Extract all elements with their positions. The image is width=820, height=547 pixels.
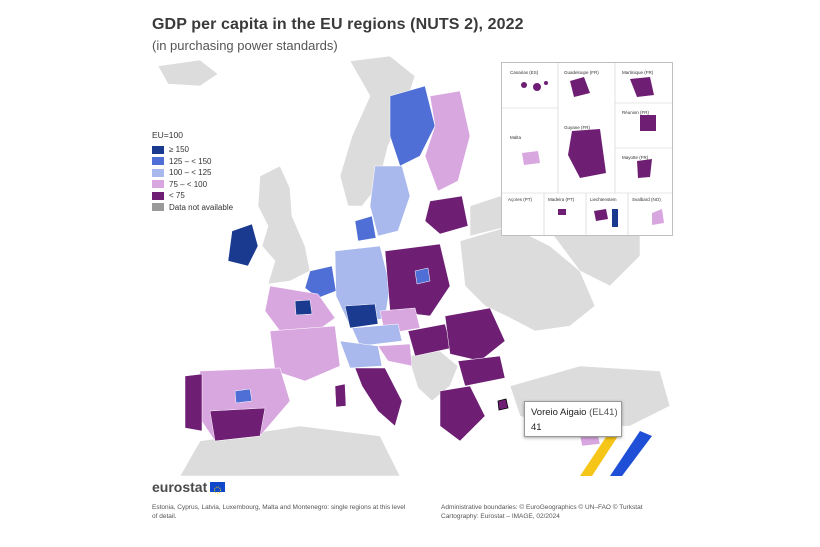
inset-label-acores: Açores (PT) (508, 197, 533, 202)
legend-swatch (152, 180, 164, 189)
legend-label: ≥ 150 (169, 145, 189, 155)
map-subtitle: (in purchasing power standards) (152, 38, 338, 53)
footnote-left: Estonia, Cyprus, Latvia, Luxembourg, Mal… (152, 504, 406, 520)
region-portugal (184, 373, 203, 432)
tooltip-title: Voreio Aigaio (EL41) (531, 407, 618, 418)
footnote-right: Administrative boundaries: © EuroGeograp… (441, 503, 681, 521)
inset-label-reunion: Réunion (FR) (622, 110, 650, 115)
region-germany-south (344, 303, 379, 329)
legend-label: 100 – < 125 (169, 168, 212, 178)
region-italy-north (339, 340, 383, 369)
inset-label-martinique: Martinique (FR) (622, 70, 654, 75)
region-austria (351, 323, 403, 347)
region-tooltip: Voreio Aigaio (EL41) 41 (524, 401, 622, 437)
region-sweden-north (389, 85, 436, 167)
region-sweden-south (369, 165, 411, 237)
legend-item: 125 – < 150 (152, 156, 233, 168)
inset-label-mayotte: Mayotte (FR) (622, 155, 649, 160)
inset-grid (502, 63, 672, 235)
footnote-cartography: Cartography: Eurostat – IMAGE, 02/2024 (441, 513, 560, 520)
logo-text: eurostat (152, 479, 208, 495)
inset-label-malta: Malta (510, 135, 522, 140)
region-ireland (227, 223, 259, 267)
legend-label: 75 – < 100 (169, 179, 208, 189)
legend-swatch (152, 203, 164, 212)
inset-label-svalbard: Svalbard (NO) (632, 197, 661, 202)
inset-label-guadeloupe: Guadeloupe (FR) (564, 70, 599, 75)
eu-flag-icon (210, 482, 226, 494)
tooltip-region-code: (EL41) (589, 407, 618, 418)
legend-swatch (152, 145, 164, 154)
region-croatia (377, 343, 413, 367)
eurostat-accent (580, 431, 652, 476)
tooltip-value: 41 (531, 422, 542, 433)
region-madrid (234, 388, 253, 404)
region-finland (424, 90, 471, 192)
eurostat-logo: eurostat (152, 479, 226, 495)
legend-item: Data not available (152, 202, 233, 214)
legend: EU=100 ≥ 150 125 – < 150 100 – < 125 75 … (152, 130, 233, 213)
tooltip-region-name: Voreio Aigaio (531, 407, 587, 418)
legend-swatch (152, 168, 164, 177)
inset-maps: Canarias (ES) Guadeloupe (FR) Martinique… (501, 62, 673, 236)
legend-item: 75 – < 100 (152, 179, 233, 191)
region-voreio-aigaio (497, 398, 509, 411)
inset-label-canarias: Canarias (ES) (510, 70, 539, 75)
region-france-south (269, 325, 341, 382)
region-greece (439, 385, 486, 442)
legend-swatch (152, 191, 164, 200)
region-bulgaria (457, 355, 506, 387)
legend-item: ≥ 150 (152, 144, 233, 156)
region-sardinia (334, 383, 347, 408)
legend-item: < 75 (152, 190, 233, 202)
region-denmark (354, 215, 377, 242)
eu-regions[interactable] (184, 85, 601, 447)
inset-label-guyane: Guyane (FR) (564, 125, 591, 130)
legend-label: Data not available (169, 202, 234, 212)
region-spain-south (209, 407, 266, 442)
region-romania (444, 307, 506, 362)
region-benelux (304, 265, 337, 299)
legend-label: 125 – < 150 (169, 156, 212, 166)
legend-item: 100 – < 125 (152, 167, 233, 179)
region-italy-south (354, 367, 403, 427)
legend-label: < 75 (169, 191, 185, 201)
inset-label-madeira: Madeira (PT) (548, 197, 575, 202)
legend-swatch (152, 157, 164, 166)
inset-label-liechtenstein: Liechtenstein (590, 197, 617, 202)
region-paris (294, 299, 313, 316)
map-title: GDP per capita in the EU regions (NUTS 2… (152, 16, 524, 33)
legend-title: EU=100 (152, 130, 183, 140)
footnote-boundaries: Administrative boundaries: © EuroGeograp… (441, 504, 643, 511)
region-baltics (424, 195, 469, 235)
region-warsaw (414, 267, 431, 285)
